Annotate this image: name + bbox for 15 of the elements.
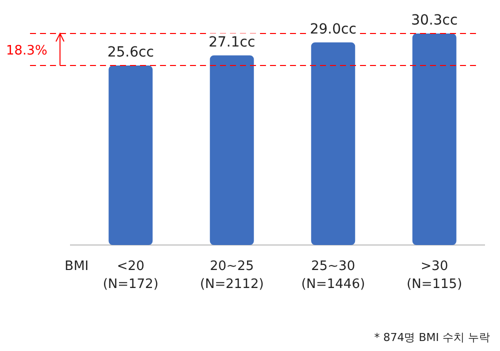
- x-tick-label: 20~25 (N=2112): [200, 259, 264, 292]
- text: * 874명 BMI 수치 누락: [374, 331, 490, 344]
- bar: [412, 34, 456, 245]
- x-tick-label: >30 (N=115): [406, 259, 462, 292]
- x-tick-label: <20 (N=172): [102, 259, 158, 292]
- x-tick-label: 25~30 (N=1446): [301, 259, 366, 292]
- bar: [108, 66, 153, 245]
- data-label: 30.3cc: [411, 12, 458, 29]
- bar: [210, 55, 254, 245]
- data-label: 25.6cc: [107, 44, 154, 61]
- x-axis-title: BMI: [64, 259, 89, 274]
- bar: [311, 42, 356, 245]
- data-label: 29.0cc: [310, 21, 356, 38]
- annotation: 18.3%: [6, 44, 48, 59]
- data-label: 27.1cc: [208, 34, 256, 50]
